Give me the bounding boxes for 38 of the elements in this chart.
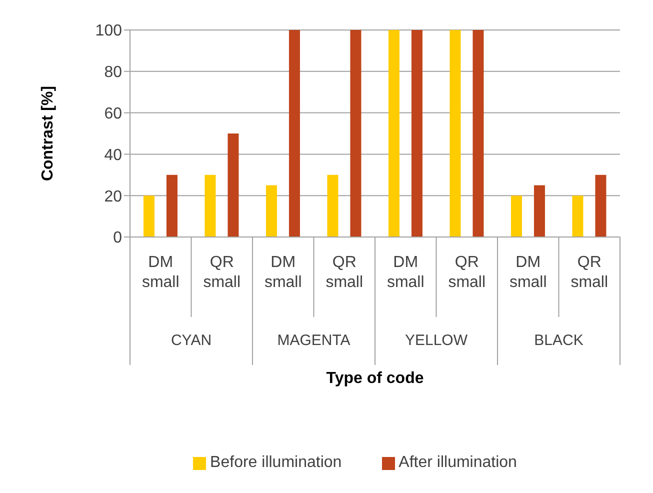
x-tick-label: DM small <box>264 254 302 291</box>
y-axis-title: Contrast [%] <box>40 86 57 182</box>
text: MAGENTA <box>277 332 350 349</box>
bar <box>350 30 362 237</box>
bar <box>327 174 338 237</box>
bar <box>450 30 461 237</box>
y-tick-label: 0 <box>113 230 122 247</box>
legend-label: After illumination <box>398 454 517 472</box>
bar <box>288 30 300 237</box>
bar <box>534 185 545 237</box>
x-tick-label: DM small <box>386 254 424 291</box>
bar <box>411 30 422 237</box>
bar <box>166 174 178 237</box>
bar <box>388 30 400 237</box>
bar <box>143 196 154 237</box>
x-tick-label: QR small <box>326 254 364 291</box>
x-tick-label: DM small <box>509 254 547 291</box>
x-tick-label: QR small <box>570 254 608 291</box>
legend-label: Before illumination <box>209 454 342 472</box>
bar <box>572 196 584 237</box>
bar <box>204 174 216 237</box>
y-tick-label: 60 <box>104 105 122 122</box>
text: CYAN <box>170 332 212 349</box>
bar <box>595 174 606 237</box>
x-tick-label: QR small <box>203 254 241 291</box>
y-tick-label: 100 <box>95 22 122 40</box>
bar <box>228 134 239 237</box>
x-tick-label: QR small <box>448 254 486 291</box>
y-tick-label: 20 <box>104 188 122 206</box>
bar <box>472 30 484 237</box>
x-axis-title: Type of code <box>326 370 424 387</box>
text: YELLOW <box>404 332 468 349</box>
y-tick-label: 80 <box>104 64 122 82</box>
x-tick-label: DM small <box>142 254 180 291</box>
bar <box>266 185 277 237</box>
y-tick-label: 40 <box>104 146 122 164</box>
bar <box>510 196 522 237</box>
text: BLACK <box>534 332 584 349</box>
